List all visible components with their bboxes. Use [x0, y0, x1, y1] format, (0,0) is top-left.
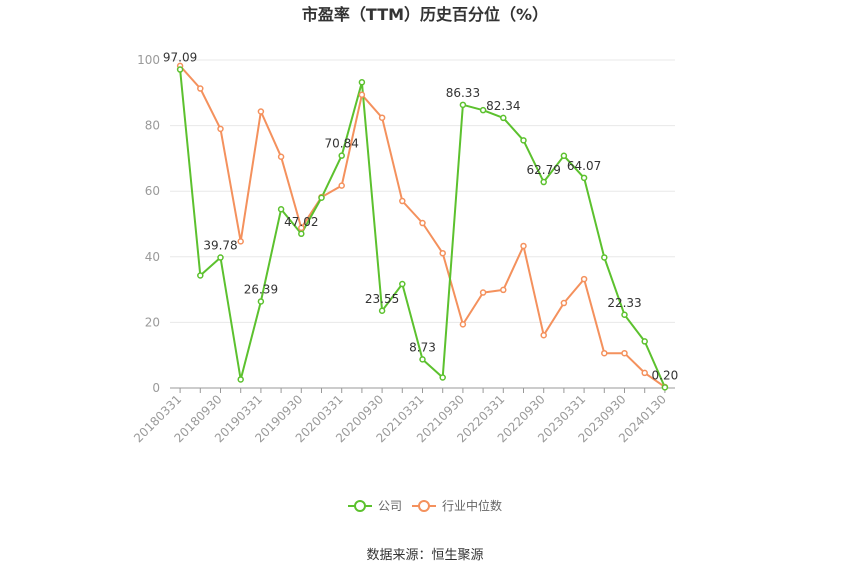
data-labels: 97.09 39.78 26.39 47.02 70.84 23.55 8.73 86.33 8… [163, 51, 678, 383]
data-label: 70.84 [325, 137, 359, 151]
data-label: 97.09 [163, 51, 197, 65]
data-point[interactable] [540, 331, 547, 339]
data-point[interactable] [520, 137, 527, 144]
data-point[interactable] [479, 106, 487, 114]
data-label: 62.79 [527, 163, 561, 177]
legend[interactable]: 公司 行业中位数 [348, 498, 502, 513]
data-point[interactable] [520, 242, 527, 250]
chart-title: 市盈率（TTM）历史百分位（%） [302, 5, 548, 24]
data-point[interactable] [257, 298, 265, 305]
data-point[interactable] [560, 152, 568, 160]
data-point[interactable] [540, 178, 547, 186]
data-point[interactable] [277, 205, 285, 213]
data-point[interactable] [378, 114, 386, 121]
data-point[interactable] [318, 194, 325, 202]
data-label: 22.33 [607, 296, 641, 310]
x-axis: 2018033120180930201903312019093020200331… [131, 387, 675, 445]
data-point[interactable] [479, 289, 487, 296]
data-label: 23.55 [365, 292, 399, 306]
y-tick-label: 80 [145, 119, 160, 133]
y-tick-label: 60 [145, 184, 160, 198]
series-points [176, 62, 669, 391]
data-point[interactable] [298, 224, 305, 232]
data-point[interactable] [459, 321, 467, 328]
data-point[interactable] [500, 286, 507, 294]
data-label: 86.33 [446, 86, 480, 100]
source-note: 数据来源：恒生聚源 [366, 548, 483, 563]
data-point[interactable] [237, 238, 244, 245]
legend-label-company: 公司 [378, 499, 402, 513]
legend-item-company[interactable]: 公司 [348, 499, 402, 513]
data-point[interactable] [277, 153, 285, 161]
data-point[interactable] [197, 272, 204, 279]
legend-item-industry-median[interactable]: 行业中位数 [412, 498, 502, 513]
data-point[interactable] [399, 280, 406, 288]
data-point[interactable] [621, 349, 628, 357]
data-point[interactable] [601, 349, 608, 357]
data-point[interactable] [338, 182, 345, 189]
y-tick-label: 100 [137, 53, 160, 67]
data-point[interactable] [641, 338, 648, 345]
data-point[interactable] [419, 219, 426, 227]
data-point[interactable] [338, 152, 345, 159]
data-point[interactable] [399, 197, 406, 205]
y-axis: 0 20 40 60 80 100 [137, 53, 160, 395]
data-point[interactable] [358, 79, 366, 86]
y-tick-label: 20 [145, 315, 160, 329]
data-point[interactable] [560, 299, 568, 307]
data-point[interactable] [176, 66, 184, 73]
data-point[interactable] [500, 114, 507, 122]
data-label: 8.73 [409, 340, 436, 354]
data-point[interactable] [257, 108, 265, 115]
data-point[interactable] [298, 230, 305, 238]
data-point[interactable] [580, 174, 588, 182]
y-tick-label: 40 [145, 250, 160, 264]
data-label: 0.20 [652, 368, 679, 382]
data-point[interactable] [439, 374, 446, 381]
data-point[interactable] [378, 307, 386, 315]
series-line-1 [179, 65, 666, 388]
data-point[interactable] [217, 254, 224, 261]
data-point[interactable] [197, 85, 204, 92]
data-point[interactable] [601, 254, 608, 261]
data-point[interactable] [641, 369, 648, 377]
y-tick-label: 0 [152, 381, 160, 395]
data-label: 82.34 [486, 99, 520, 113]
data-point[interactable] [621, 311, 628, 319]
data-point[interactable] [661, 384, 669, 391]
data-label: 26.39 [244, 282, 278, 296]
series-lines [179, 65, 666, 388]
data-label: 64.07 [567, 159, 601, 173]
data-point[interactable] [459, 101, 467, 109]
data-point[interactable] [237, 376, 244, 383]
data-label: 39.78 [203, 239, 237, 253]
data-point[interactable] [580, 275, 588, 283]
data-label: 47.02 [284, 215, 318, 229]
data-point[interactable] [419, 356, 426, 363]
data-point[interactable] [439, 249, 446, 257]
data-point[interactable] [217, 125, 224, 133]
legend-label-industry-median: 行业中位数 [442, 498, 502, 513]
data-point[interactable] [358, 91, 366, 99]
